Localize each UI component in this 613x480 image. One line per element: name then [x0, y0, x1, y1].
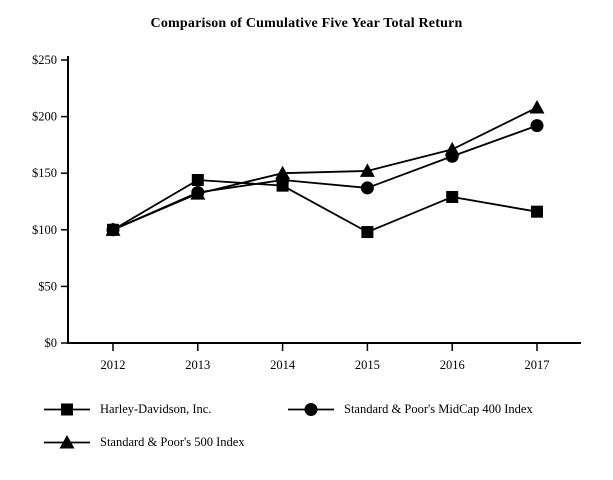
- triangle-data-marker: [529, 100, 545, 114]
- y-axis-tick-label: $250: [32, 53, 57, 67]
- series-line: [112, 106, 538, 231]
- triangle-data-marker: [59, 435, 75, 449]
- chart-legend: Harley-Davidson, Inc. Standard & Poor's M…: [44, 401, 533, 451]
- y-axis-tick-label: $50: [38, 279, 57, 293]
- square-data-marker: [61, 403, 73, 416]
- series-triangle: [105, 100, 545, 236]
- square-data-marker: [191, 173, 204, 186]
- triangle-data-marker: [190, 186, 206, 200]
- x-axis-tick-label: 2012: [101, 358, 126, 372]
- triangle-data-marker: [359, 163, 375, 177]
- x-axis-tick-label: 2014: [270, 358, 296, 372]
- triangle-data-marker: [444, 141, 460, 156]
- triangle-legend-marker-icon: [44, 435, 90, 449]
- x-axis-tick-label: 2016: [440, 358, 465, 372]
- x-axis-tick-label: 2017: [525, 358, 550, 372]
- y-axis-tick-label: $150: [32, 166, 57, 180]
- series-line: [112, 179, 538, 234]
- square-data-marker: [361, 226, 374, 239]
- x-axis-tick-label: 2013: [185, 358, 210, 372]
- y-axis-tick-label: $100: [32, 223, 57, 237]
- legend-item: Standard & Poor's 500 Index: [44, 434, 288, 451]
- square-legend-marker-icon: [44, 403, 90, 416]
- y-axis-tick-label: $200: [32, 110, 57, 124]
- circle-data-marker: [360, 181, 374, 195]
- circle-data-marker: [530, 119, 544, 133]
- circle-data-marker: [304, 403, 318, 416]
- square-data-marker: [446, 190, 459, 203]
- square-data-marker: [531, 205, 543, 218]
- y-axis-tick-label: $0: [45, 336, 58, 350]
- triangle-data-marker: [275, 165, 291, 180]
- triangle-data-marker: [105, 222, 121, 236]
- legend-label: Harley-Davidson, Inc.: [100, 402, 212, 416]
- legend-item: Harley-Davidson, Inc.: [44, 401, 288, 418]
- chart-title: Comparison of Cumulative Five Year Total…: [150, 16, 463, 31]
- line-chart-plot-area: $0 $50 $100 $150 $200 $250 2012 2013 2014 2015 201…: [32, 53, 581, 372]
- x-axis-tick-label: 2015: [355, 358, 380, 372]
- series-line: [112, 124, 538, 231]
- legend-item: Standard & Poor's MidCap 400 Index: [288, 401, 533, 418]
- legend-label: Standard & Poor's MidCap 400 Index: [344, 402, 533, 416]
- circle-legend-marker-icon: [288, 403, 334, 416]
- legend-label: Standard & Poor's 500 Index: [100, 435, 245, 449]
